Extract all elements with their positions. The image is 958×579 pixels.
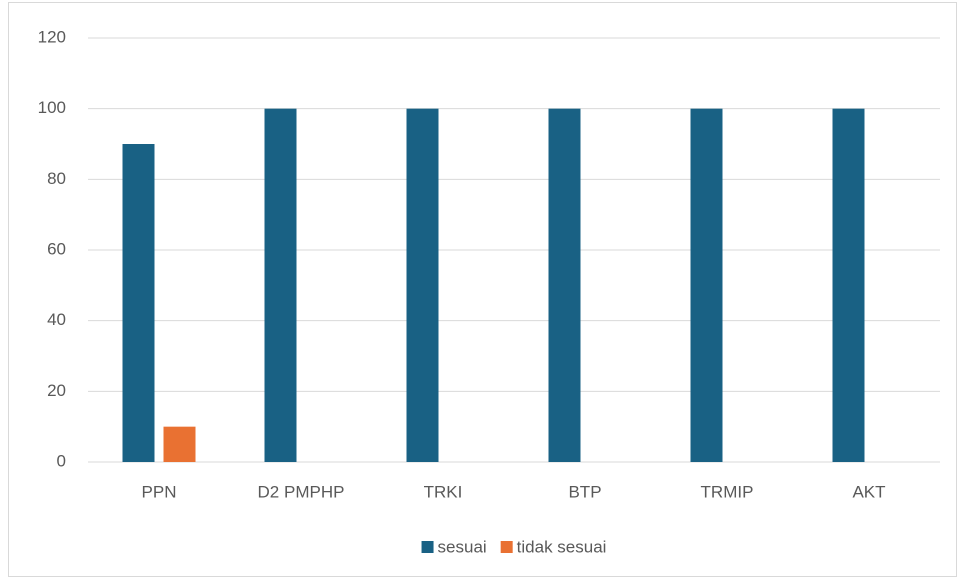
x-tick-label: AKT — [852, 482, 885, 501]
bar — [163, 426, 196, 462]
y-tick-label: 20 — [47, 381, 66, 400]
chart-border — [8, 2, 957, 577]
legend-label: tidak sesuai — [517, 537, 607, 556]
y-tick-label: 0 — [57, 451, 66, 470]
bar — [264, 108, 297, 463]
bar — [690, 108, 723, 463]
x-tick-label: D2 PMPHP — [258, 482, 345, 501]
y-tick-label: 120 — [38, 27, 66, 46]
x-tick-label: TRKI — [424, 482, 463, 501]
legend-label: sesuai — [438, 537, 487, 556]
x-tick-label: PPN — [142, 482, 177, 501]
legend-swatch — [421, 541, 434, 553]
y-tick-label: 40 — [47, 310, 66, 329]
y-tick-label: 60 — [47, 239, 66, 258]
bar — [122, 144, 155, 462]
y-tick-label: 100 — [38, 98, 66, 117]
x-tick-label: BTP — [568, 482, 601, 501]
bar — [548, 108, 581, 463]
bar — [406, 108, 439, 463]
x-tick-label: TRMIP — [701, 482, 754, 501]
y-tick-label: 80 — [47, 169, 66, 188]
bar — [832, 108, 865, 463]
legend-swatch — [500, 541, 513, 553]
